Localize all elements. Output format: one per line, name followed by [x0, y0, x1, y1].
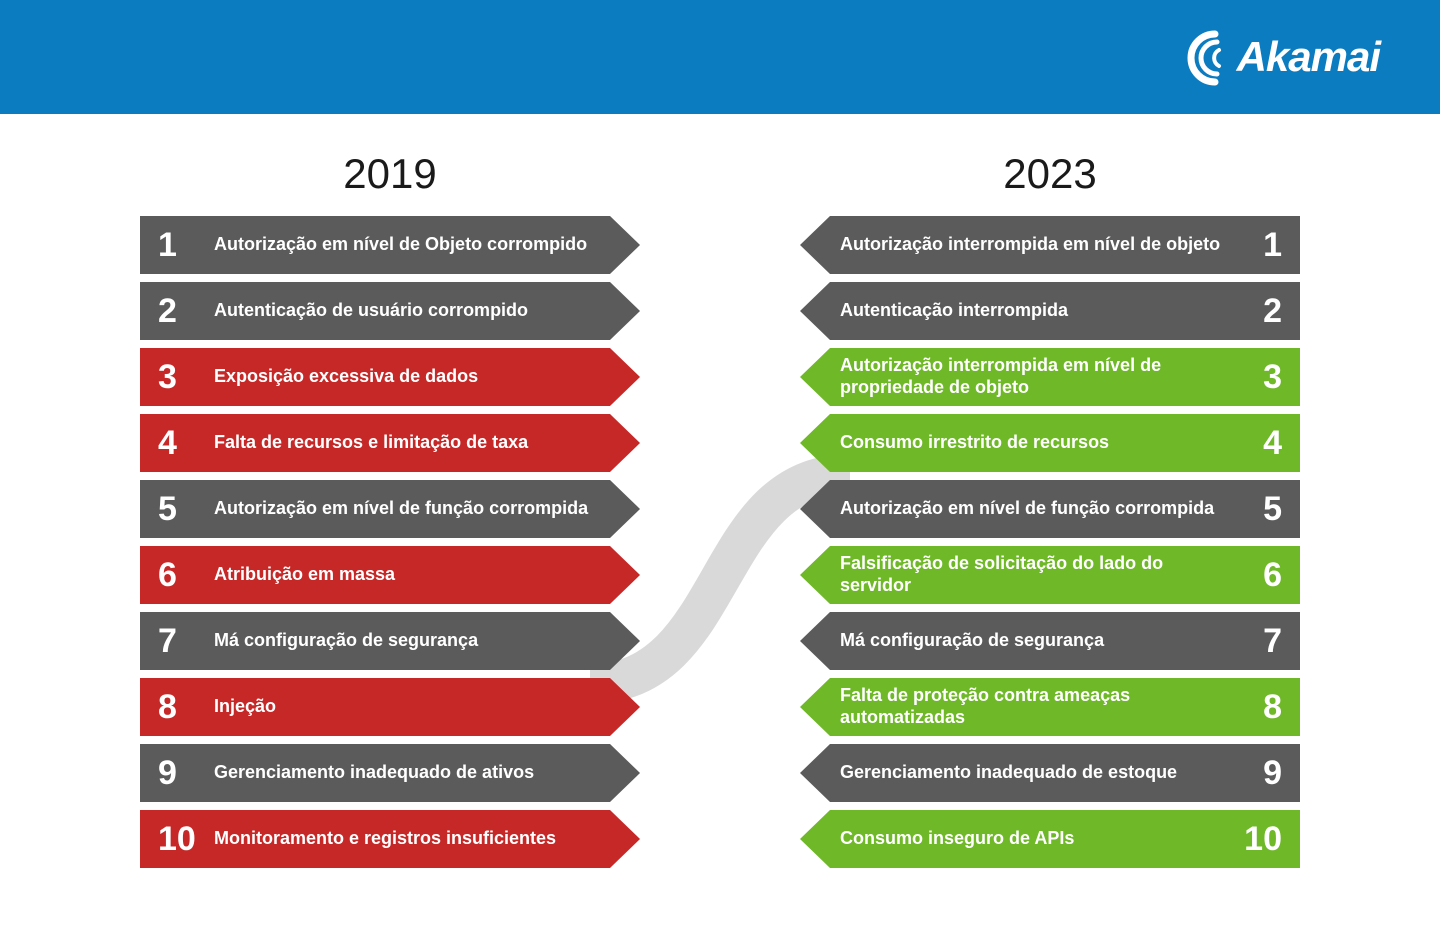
list-2023: Autorização interrompida em nível de obj…	[800, 216, 1300, 868]
brand-logo: Akamai	[1185, 28, 1380, 86]
list-item: Má configuração de segurança 7	[800, 612, 1300, 670]
item-label: Gerenciamento inadequado de estoque	[840, 762, 1222, 784]
item-label: Gerenciamento inadequado de ativos	[214, 762, 600, 784]
item-number: 7	[158, 624, 206, 658]
item-label: Exposição excessiva de dados	[214, 366, 600, 388]
item-number: 10	[158, 822, 206, 856]
list-item: Autorização em nível de função corrompid…	[800, 480, 1300, 538]
header-bar: Akamai	[0, 0, 1440, 114]
item-number: 1	[158, 228, 206, 262]
item-number: 9	[158, 756, 206, 790]
list-item: Falta de proteção contra ameaças automat…	[800, 678, 1300, 736]
list-item: 8 Injeção	[140, 678, 640, 736]
list-item: Gerenciamento inadequado de estoque 9	[800, 744, 1300, 802]
item-label: Falta de recursos e limitação de taxa	[214, 432, 600, 454]
list-item: 3 Exposição excessiva de dados	[140, 348, 640, 406]
item-number: 8	[1234, 690, 1282, 724]
item-label: Falta de proteção contra ameaças automat…	[840, 685, 1222, 728]
item-label: Autorização interrompida em nível de obj…	[840, 234, 1222, 256]
item-number: 1	[1234, 228, 1282, 262]
list-item: 2 Autenticação de usuário corrompido	[140, 282, 640, 340]
year-heading-right: 2023	[800, 150, 1300, 198]
list-item: Autorização interrompida em nível de obj…	[800, 216, 1300, 274]
list-item: Consumo irrestrito de recursos 4	[800, 414, 1300, 472]
item-label: Autorização em nível de função corrompid…	[840, 498, 1222, 520]
main-content: 2019 1 Autorização em nível de Objeto cor…	[0, 114, 1440, 868]
list-item: 5 Autorização em nível de função corrompi…	[140, 480, 640, 538]
list-item: 7 Má configuração de segurança	[140, 612, 640, 670]
item-label: Má configuração de segurança	[840, 630, 1222, 652]
item-number: 3	[1234, 360, 1282, 394]
item-number: 6	[158, 558, 206, 592]
list-item: 4 Falta de recursos e limitação de taxa	[140, 414, 640, 472]
item-label: Autenticação interrompida	[840, 300, 1222, 322]
list-item: 9 Gerenciamento inadequado de ativos	[140, 744, 640, 802]
item-label: Injeção	[214, 696, 600, 718]
item-number: 6	[1234, 558, 1282, 592]
brand-name: Akamai	[1237, 33, 1380, 81]
item-number: 8	[158, 690, 206, 724]
item-label: Falsificação de solicitação do lado do s…	[840, 553, 1222, 596]
list-item: 6 Atribuição em massa	[140, 546, 640, 604]
item-number: 5	[158, 492, 206, 526]
item-number: 3	[158, 360, 206, 394]
item-number: 5	[1234, 492, 1282, 526]
item-number: 7	[1234, 624, 1282, 658]
column-2019: 2019 1 Autorização em nível de Objeto cor…	[140, 150, 640, 868]
list-item: Autorização interrompida em nível de pro…	[800, 348, 1300, 406]
item-number: 4	[158, 426, 206, 460]
item-label: Monitoramento e registros insuficientes	[214, 828, 600, 850]
item-number: 4	[1234, 426, 1282, 460]
list-item: Falsificação de solicitação do lado do s…	[800, 546, 1300, 604]
item-label: Autenticação de usuário corrompido	[214, 300, 600, 322]
item-number: 9	[1234, 756, 1282, 790]
item-label: Consumo irrestrito de recursos	[840, 432, 1222, 454]
item-label: Consumo inseguro de APIs	[840, 828, 1222, 850]
item-label: Autorização em nível de função corrompid…	[214, 498, 600, 520]
akamai-wave-icon	[1185, 28, 1243, 86]
list-item: 10 Monitoramento e registros insuficiente…	[140, 810, 640, 868]
column-2023: 2023 Autorização interrompida em nível d…	[800, 150, 1300, 868]
item-label: Autorização interrompida em nível de pro…	[840, 355, 1222, 398]
list-item: Autenticação interrompida 2	[800, 282, 1300, 340]
item-label: Autorização em nível de Objeto corrompid…	[214, 234, 600, 256]
list-item: Consumo inseguro de APIs 10	[800, 810, 1300, 868]
item-label: Atribuição em massa	[214, 564, 600, 586]
item-number: 2	[158, 294, 206, 328]
year-heading-left: 2019	[140, 150, 640, 198]
item-label: Má configuração de segurança	[214, 630, 600, 652]
item-number: 2	[1234, 294, 1282, 328]
list-2019: 1 Autorização em nível de Objeto corrompi…	[140, 216, 640, 868]
item-number: 10	[1234, 822, 1282, 856]
list-item: 1 Autorização em nível de Objeto corrompi…	[140, 216, 640, 274]
